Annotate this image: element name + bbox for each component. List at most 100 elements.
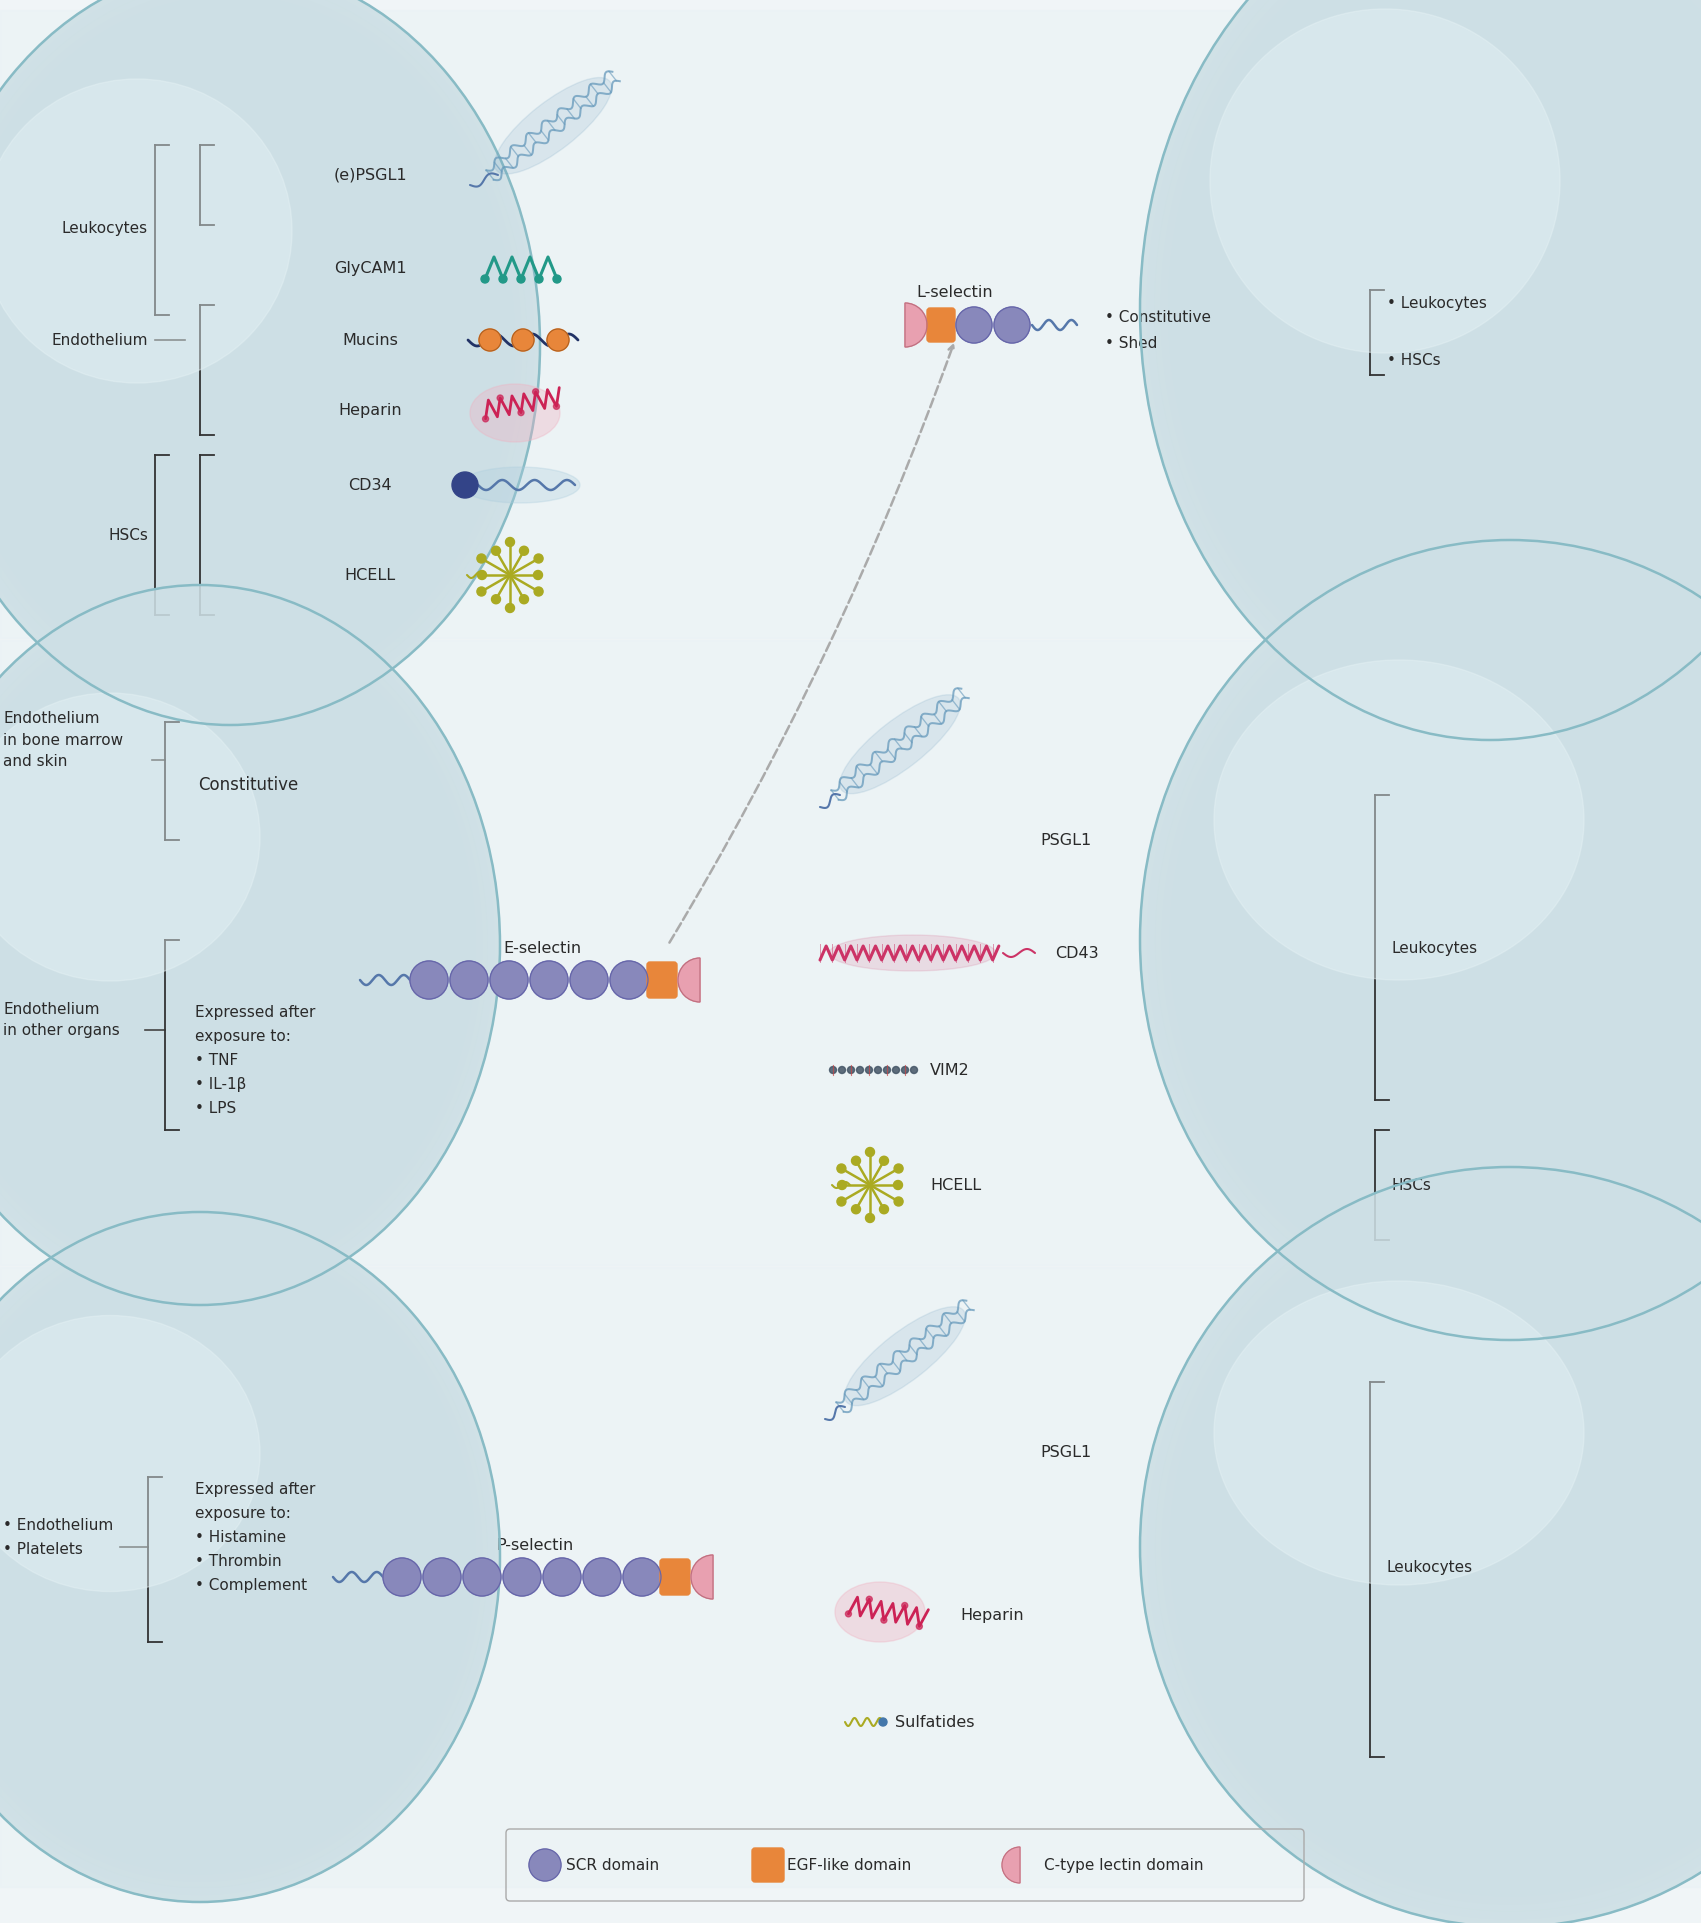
- Ellipse shape: [1215, 660, 1584, 981]
- Ellipse shape: [1169, 0, 1701, 706]
- Wedge shape: [679, 958, 701, 1002]
- Circle shape: [452, 471, 478, 498]
- Ellipse shape: [1184, 588, 1701, 1292]
- Text: VIM2: VIM2: [930, 1063, 970, 1077]
- Circle shape: [519, 410, 524, 415]
- Text: C-type lectin domain: C-type lectin domain: [1044, 1858, 1204, 1873]
- Circle shape: [451, 962, 488, 1000]
- Ellipse shape: [0, 1211, 500, 1902]
- Circle shape: [543, 1558, 582, 1596]
- Circle shape: [902, 1067, 908, 1073]
- Ellipse shape: [0, 1225, 488, 1888]
- Circle shape: [583, 1558, 621, 1596]
- Circle shape: [895, 1163, 903, 1173]
- Circle shape: [893, 1181, 903, 1190]
- Ellipse shape: [1153, 0, 1701, 723]
- Text: Endothelium
in other organs: Endothelium in other organs: [3, 1002, 119, 1038]
- FancyBboxPatch shape: [0, 10, 1701, 638]
- Ellipse shape: [1146, 0, 1701, 731]
- Circle shape: [852, 1156, 861, 1165]
- Ellipse shape: [1140, 1167, 1701, 1923]
- Ellipse shape: [0, 0, 527, 710]
- Circle shape: [847, 1067, 854, 1073]
- Ellipse shape: [0, 592, 493, 1298]
- Circle shape: [917, 1623, 922, 1629]
- Text: • HSCs: • HSCs: [1386, 352, 1441, 367]
- Ellipse shape: [469, 385, 560, 442]
- Ellipse shape: [0, 1260, 458, 1854]
- Ellipse shape: [1192, 596, 1701, 1285]
- Text: Heparin: Heparin: [338, 402, 401, 417]
- Ellipse shape: [0, 1240, 476, 1875]
- Circle shape: [837, 1196, 845, 1206]
- Text: • Constitutive
• Shed: • Constitutive • Shed: [1106, 310, 1211, 350]
- Circle shape: [623, 1558, 662, 1596]
- Ellipse shape: [0, 606, 481, 1283]
- Ellipse shape: [835, 1583, 925, 1642]
- Ellipse shape: [840, 694, 961, 794]
- Ellipse shape: [1140, 1167, 1701, 1923]
- Circle shape: [548, 329, 570, 352]
- Circle shape: [531, 962, 568, 1000]
- Ellipse shape: [0, 79, 293, 383]
- Circle shape: [492, 546, 500, 556]
- Circle shape: [866, 1596, 873, 1602]
- Ellipse shape: [0, 0, 539, 725]
- Circle shape: [570, 962, 607, 1000]
- Ellipse shape: [1184, 1213, 1701, 1881]
- Wedge shape: [1002, 1846, 1021, 1883]
- Circle shape: [463, 1558, 502, 1596]
- Ellipse shape: [0, 0, 539, 725]
- Circle shape: [532, 388, 539, 394]
- Circle shape: [490, 962, 527, 1000]
- Ellipse shape: [1140, 540, 1701, 1340]
- Ellipse shape: [1155, 556, 1701, 1325]
- Wedge shape: [691, 1556, 713, 1600]
- FancyBboxPatch shape: [0, 1267, 1701, 1886]
- Circle shape: [611, 962, 648, 1000]
- Text: P-selectin: P-selectin: [497, 1538, 573, 1552]
- Circle shape: [505, 538, 514, 546]
- Circle shape: [852, 1204, 861, 1213]
- Ellipse shape: [0, 692, 260, 981]
- Circle shape: [993, 308, 1031, 342]
- Text: CD43: CD43: [1055, 946, 1099, 960]
- Ellipse shape: [1215, 1281, 1584, 1585]
- Ellipse shape: [0, 12, 503, 679]
- Ellipse shape: [1170, 1198, 1701, 1896]
- Circle shape: [534, 587, 543, 596]
- FancyBboxPatch shape: [927, 308, 954, 342]
- Circle shape: [883, 1067, 891, 1073]
- Circle shape: [879, 1717, 886, 1727]
- Circle shape: [424, 1558, 461, 1596]
- Ellipse shape: [0, 629, 464, 1261]
- Text: • Leukocytes: • Leukocytes: [1386, 296, 1487, 310]
- Text: HSCs: HSCs: [109, 527, 148, 542]
- Ellipse shape: [0, 621, 469, 1269]
- Ellipse shape: [845, 1308, 966, 1406]
- Text: Leukocytes: Leukocytes: [61, 221, 148, 235]
- Ellipse shape: [1148, 1175, 1701, 1919]
- Text: HCELL: HCELL: [344, 567, 396, 583]
- Ellipse shape: [1189, 0, 1701, 681]
- Ellipse shape: [1182, 0, 1701, 688]
- Circle shape: [830, 1067, 837, 1073]
- Circle shape: [383, 1558, 422, 1596]
- Circle shape: [481, 275, 488, 283]
- Ellipse shape: [495, 77, 612, 173]
- Circle shape: [895, 1196, 903, 1206]
- Circle shape: [553, 404, 560, 410]
- Text: Leukocytes: Leukocytes: [1391, 940, 1478, 956]
- Ellipse shape: [1177, 581, 1701, 1300]
- Ellipse shape: [0, 1211, 500, 1902]
- Circle shape: [480, 329, 502, 352]
- Circle shape: [879, 1204, 888, 1213]
- Circle shape: [512, 329, 534, 352]
- Circle shape: [893, 1067, 900, 1073]
- Text: Expressed after
exposure to:
• Histamine
• Thrombin
• Complement: Expressed after exposure to: • Histamine…: [196, 1483, 315, 1592]
- Circle shape: [910, 1067, 917, 1073]
- Circle shape: [866, 1067, 873, 1073]
- Text: HCELL: HCELL: [930, 1177, 981, 1192]
- Circle shape: [845, 1611, 852, 1617]
- Wedge shape: [905, 304, 927, 346]
